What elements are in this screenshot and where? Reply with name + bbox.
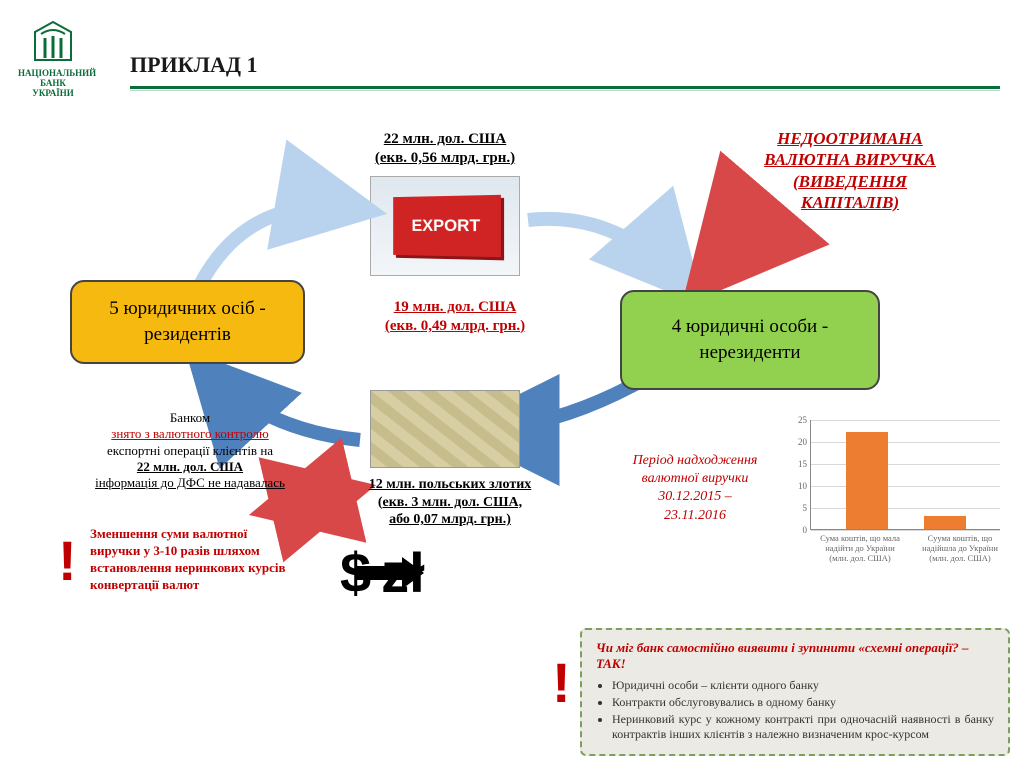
exclamation-icon: ! [58, 528, 77, 593]
bank-note: Банком знято з валютного контролю експор… [80, 410, 300, 491]
logo-text-3: УКРАЇНИ [18, 89, 88, 99]
money-image [370, 390, 520, 468]
mid-amount-label: 19 млн. дол. США (екв. 0,49 млрд. грн.) [340, 298, 570, 336]
top-amount-label: 22 млн. дол. США (екв. 0,56 млрд. грн.) [330, 130, 560, 168]
nbu-logo: НАЦІОНАЛЬНИЙ БАНК УКРАЇНИ [18, 18, 88, 99]
question-box: Чи міг банк самостійно виявити і зупинит… [580, 628, 1010, 756]
title-rule [130, 86, 1000, 89]
export-image: EXPORT [370, 176, 520, 276]
export-container-icon: EXPORT [393, 195, 501, 257]
warning-title: НЕДООТРИМАНА ВАЛЮТНА ВИРУЧКА (ВИВЕДЕННЯ … [720, 128, 980, 213]
question-bullets: Юридичні особи – клієнти одного банкуКон… [612, 678, 994, 742]
nonresidents-box: 4 юридичні особи - нерезиденти [620, 290, 880, 390]
currency-conversion: $ zł [340, 540, 425, 605]
page-title: ПРИКЛАД 1 [130, 52, 258, 78]
revenue-chart: 0510152025 Сума коштів, що мала надійти … [810, 420, 1010, 590]
question-text: Чи міг банк самостійно виявити і зупинит… [596, 640, 994, 672]
residents-box: 5 юридичних осіб - резидентів [70, 280, 305, 364]
exclamation-icon-2: ! [552, 650, 571, 715]
period-label: Період надходження валютної виручки 30.1… [605, 452, 785, 525]
reduce-note: Зменшення суми валютної виручки у 3-10 р… [90, 526, 300, 594]
logo-emblem-icon [29, 18, 77, 66]
pln-amount-label: 12 млн. польських злотих (екв. 3 млн. до… [335, 476, 565, 529]
arrow-right-icon [354, 553, 424, 593]
